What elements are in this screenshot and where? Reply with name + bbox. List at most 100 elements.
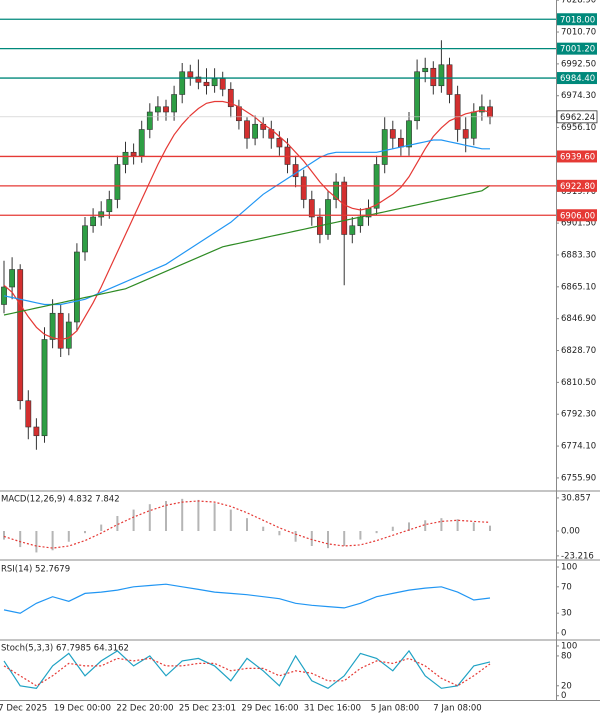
macd-bar [375,531,378,534]
macd-bar [310,531,313,546]
macd-bar [327,531,329,549]
macd-signal [3,500,491,549]
candle-body [146,111,153,130]
candle-body [397,137,404,148]
x-tick-label: 17 Dec 2025 [0,704,47,714]
candle-body [478,106,485,113]
y-tick-label: -23.216 [561,551,594,561]
candle-body [244,120,250,139]
y-tick-label: 100 [561,641,577,651]
candle-body [187,71,194,78]
macd-bar [262,526,265,531]
y-tick-label: 6828.70 [561,346,596,356]
level-label: 6922.80 [560,182,595,192]
level-label-box [557,179,597,192]
candle-body [195,76,202,83]
candle-body [57,312,64,349]
y-tick-label: 30 [561,609,572,619]
panel-title: RSI(14) 52.7679 [1,565,70,575]
macd-bar [19,531,22,548]
candle-body [41,339,48,437]
candle-body [211,78,218,87]
current-price-label: 6962.24 [560,113,595,123]
x-tick-label: 7 Jan 08:00 [433,704,481,714]
macd-bar [132,509,135,531]
candle-body [438,64,445,87]
moving-average [3,184,491,316]
candle-body [130,151,137,157]
candle-body [357,216,364,227]
candle-body [430,67,437,87]
candle-body [90,216,96,227]
macd-bar [343,531,346,546]
candle-body [82,225,88,253]
x-tick-label: 25 Dec 23:01 [179,704,236,714]
y-tick-label: 6774.10 [561,442,596,452]
y-tick-label: 6974.30 [561,91,596,101]
level-label: 7001.20 [560,45,595,55]
x-tick-label: 22 Dec 20:00 [116,704,173,714]
macd-bar [294,531,297,542]
y-tick-label: 70 [561,582,572,592]
candle-body [308,199,315,218]
candle-body [25,400,32,428]
candle-body [414,71,420,122]
moving-average [3,139,490,306]
y-tick-label: 6865.10 [561,282,596,292]
x-tick-label: 5 Jan 08:00 [371,704,419,714]
candle-body [74,251,80,323]
y-tick-label: 6792.30 [561,410,596,420]
macd-bar [472,522,475,531]
y-tick-label: 100 [561,563,577,573]
y-tick-label: 0 [561,691,566,701]
indicator-line [3,649,491,689]
candle-body [341,181,348,235]
level-label: 6984.40 [560,74,595,84]
candle-body [470,111,477,139]
macd-bar [181,498,184,531]
macd-bar [84,531,86,534]
macd-bar [246,518,248,531]
level-label-box [557,72,597,85]
level-label: 6906.00 [560,211,595,221]
level-label-box [557,209,597,222]
moving-average [3,100,491,341]
y-tick-label: 0 [561,628,566,638]
candle-body [9,269,15,288]
candle-body [17,269,24,402]
candle-body [106,199,113,213]
candle-body [155,106,161,113]
level-label: 7018.00 [560,15,595,25]
candle-body [325,199,331,235]
candle-body [65,321,72,349]
y-tick-label: 20 [561,681,572,691]
macd-bar [489,525,491,531]
macd-bar [148,504,151,531]
candle-body [389,129,396,139]
candle-body [98,211,105,218]
macd-bar [408,522,410,531]
current-price-box [556,110,598,124]
candle-body [219,78,226,90]
y-tick-label: 6810.50 [561,378,596,388]
macd-bar [213,503,216,531]
candle-body [122,151,129,165]
level-label-box [557,42,597,55]
panel-title: Stoch(5,3,3) 67.7985 64.3162 [1,644,129,654]
candle-body [381,129,388,165]
y-tick-label: 30.857 [561,493,591,503]
macd-bar [424,520,427,531]
candle-body [203,81,210,87]
macd-bar [165,501,167,531]
candle-body [227,88,234,108]
y-tick-label: 6992.50 [561,59,596,69]
y-tick-label: 80 [561,651,572,661]
candle-body [284,146,291,165]
x-tick-label: 31 Dec 16:00 [304,704,361,714]
y-tick-label: 0.00 [561,527,580,537]
candle-body [49,312,56,340]
y-tick-label: 7010.70 [561,28,596,38]
macd-bar [391,526,394,531]
